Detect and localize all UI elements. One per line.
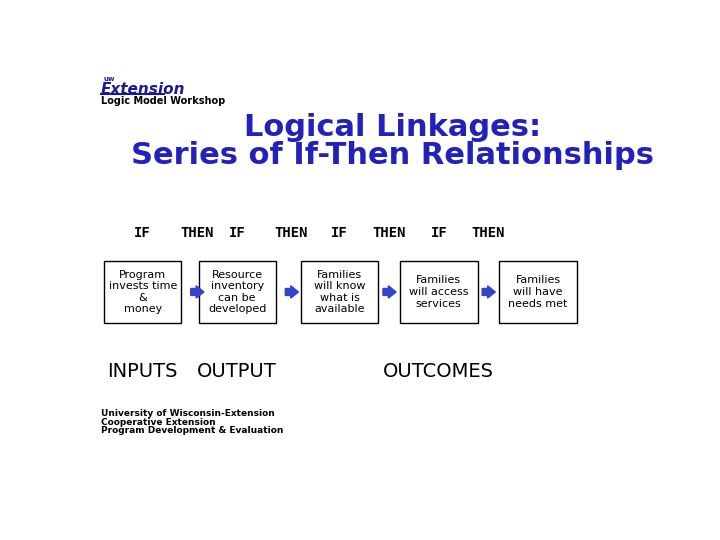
Text: IF: IF bbox=[229, 226, 246, 240]
Text: Resource
inventory
can be
developed: Resource inventory can be developed bbox=[208, 269, 266, 314]
Text: Program
invests time
&
money: Program invests time & money bbox=[109, 269, 177, 314]
Text: Program Development & Evaluation: Program Development & Evaluation bbox=[101, 426, 283, 435]
Text: OUTPUT: OUTPUT bbox=[197, 362, 277, 381]
FancyBboxPatch shape bbox=[104, 261, 181, 323]
Text: Series of If-Then Relationships: Series of If-Then Relationships bbox=[131, 141, 654, 170]
Text: THEN: THEN bbox=[372, 226, 406, 240]
Text: Cooperative Extension: Cooperative Extension bbox=[101, 417, 215, 427]
FancyBboxPatch shape bbox=[499, 261, 577, 323]
Text: University of Wisconsin-Extension: University of Wisconsin-Extension bbox=[101, 409, 274, 418]
Text: IF: IF bbox=[331, 226, 348, 240]
FancyBboxPatch shape bbox=[400, 261, 477, 323]
Text: THEN: THEN bbox=[472, 226, 505, 240]
Text: IF: IF bbox=[431, 226, 447, 240]
FancyArrow shape bbox=[383, 286, 396, 298]
Text: Logical Linkages:: Logical Linkages: bbox=[243, 113, 541, 143]
Text: Extension: Extension bbox=[101, 82, 185, 97]
Text: OUTCOMES: OUTCOMES bbox=[383, 362, 494, 381]
Text: Logic Model Workshop: Logic Model Workshop bbox=[101, 96, 225, 106]
FancyArrow shape bbox=[191, 286, 204, 298]
FancyBboxPatch shape bbox=[301, 261, 378, 323]
Text: INPUTS: INPUTS bbox=[107, 362, 178, 381]
Text: uw: uw bbox=[104, 76, 115, 82]
Text: Families
will access
services: Families will access services bbox=[409, 275, 469, 308]
Text: THEN: THEN bbox=[180, 226, 214, 240]
Text: IF: IF bbox=[135, 226, 151, 240]
Text: THEN: THEN bbox=[275, 226, 308, 240]
FancyArrow shape bbox=[482, 286, 495, 298]
FancyArrow shape bbox=[285, 286, 299, 298]
FancyBboxPatch shape bbox=[199, 261, 276, 323]
Text: Families
will know
what is
available: Families will know what is available bbox=[314, 269, 365, 314]
Text: Families
will have
needs met: Families will have needs met bbox=[508, 275, 567, 308]
